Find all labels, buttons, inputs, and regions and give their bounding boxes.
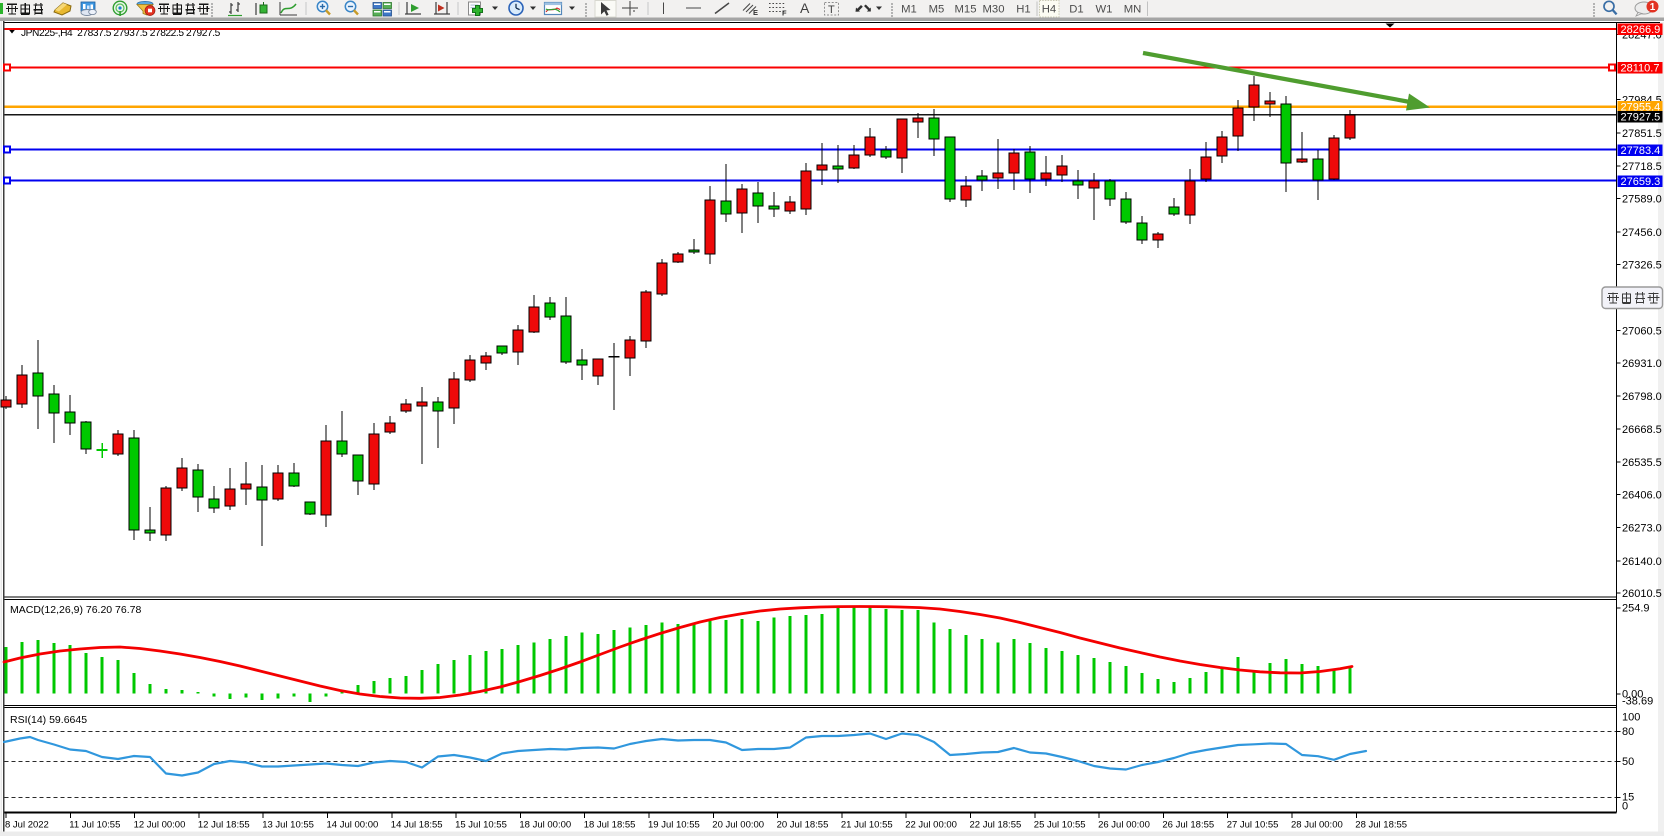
svg-text:19 Jul 10:55: 19 Jul 10:55 [648, 820, 700, 831]
svg-text:50: 50 [1622, 756, 1634, 768]
svg-text:M15: M15 [955, 3, 977, 15]
svg-text:MN: MN [1124, 3, 1142, 15]
svg-text:M5: M5 [929, 3, 945, 15]
svg-text:28 Jul 00:00: 28 Jul 00:00 [1291, 820, 1343, 831]
svg-text:RSI(14) 59.6645: RSI(14) 59.6645 [10, 714, 87, 726]
svg-text:-38.69: -38.69 [1622, 696, 1653, 708]
svg-text:0: 0 [1622, 801, 1628, 813]
svg-text:18 Jul 00:00: 18 Jul 00:00 [519, 820, 571, 831]
svg-text:26010.5: 26010.5 [1622, 588, 1662, 600]
svg-text:27456.0: 27456.0 [1622, 227, 1662, 239]
svg-text:27326.5: 27326.5 [1622, 259, 1662, 271]
svg-text:26535.5: 26535.5 [1622, 457, 1662, 469]
svg-text:22 Jul 18:55: 22 Jul 18:55 [970, 820, 1022, 831]
svg-text:21 Jul 10:55: 21 Jul 10:55 [841, 820, 893, 831]
svg-text:26273.0: 26273.0 [1622, 522, 1662, 534]
svg-text:28 Jul 18:55: 28 Jul 18:55 [1355, 820, 1407, 831]
svg-text:80: 80 [1622, 726, 1634, 738]
svg-text:13 Jul 10:55: 13 Jul 10:55 [262, 820, 314, 831]
svg-text:22 Jul 00:00: 22 Jul 00:00 [905, 820, 957, 831]
svg-text:14 Jul 18:55: 14 Jul 18:55 [391, 820, 443, 831]
svg-text:26406.0: 26406.0 [1622, 489, 1662, 501]
svg-text:100: 100 [1622, 712, 1640, 724]
svg-text:27060.5: 27060.5 [1622, 325, 1662, 337]
svg-text:H4: H4 [1042, 3, 1056, 15]
svg-text:27589.0: 27589.0 [1622, 193, 1662, 205]
svg-text:T: T [828, 4, 835, 16]
svg-text:27783.4: 27783.4 [1621, 145, 1661, 157]
svg-text:27659.3: 27659.3 [1621, 176, 1661, 188]
svg-text:27718.5: 27718.5 [1622, 161, 1662, 173]
svg-text:H1: H1 [1016, 3, 1030, 15]
svg-text:28110.7: 28110.7 [1621, 63, 1660, 75]
svg-text:E: E [753, 8, 758, 17]
svg-text:27851.5: 27851.5 [1622, 128, 1662, 140]
svg-text:20 Jul 00:00: 20 Jul 00:00 [712, 820, 764, 831]
svg-text:W1: W1 [1096, 3, 1113, 15]
svg-text:15: 15 [1622, 792, 1634, 804]
svg-text:11 Jul 10:55: 11 Jul 10:55 [69, 820, 120, 831]
svg-text:0.00: 0.00 [1622, 689, 1643, 701]
svg-text:A: A [800, 0, 810, 16]
svg-text:26931.0: 26931.0 [1622, 358, 1662, 370]
svg-text:JPN225-,H4 27837.5 27937.5 27: JPN225-,H4 27837.5 27937.5 27822.5 27927… [21, 28, 221, 39]
svg-text:M1: M1 [901, 3, 917, 15]
svg-text:20 Jul 18:55: 20 Jul 18:55 [777, 820, 829, 831]
svg-text:26668.5: 26668.5 [1622, 424, 1662, 436]
svg-text:18 Jul 18:55: 18 Jul 18:55 [584, 820, 636, 831]
svg-text:254.9: 254.9 [1622, 603, 1650, 615]
svg-text:26140.0: 26140.0 [1622, 556, 1662, 568]
svg-text:27 Jul 10:55: 27 Jul 10:55 [1227, 820, 1279, 831]
svg-text:1: 1 [1650, 2, 1656, 13]
svg-text:M30: M30 [983, 3, 1005, 15]
svg-text:MACD(12,26,9) 76.20 76.78: MACD(12,26,9) 76.20 76.78 [10, 604, 141, 616]
svg-text:26 Jul 18:55: 26 Jul 18:55 [1162, 820, 1214, 831]
svg-text:25 Jul 10:55: 25 Jul 10:55 [1034, 820, 1086, 831]
svg-text:F: F [782, 9, 787, 18]
svg-text:27927.5: 27927.5 [1621, 112, 1661, 124]
svg-text:26798.0: 26798.0 [1622, 391, 1662, 403]
svg-text:14 Jul 00:00: 14 Jul 00:00 [327, 820, 379, 831]
svg-text:28266.9: 28266.9 [1621, 24, 1661, 36]
svg-text:8 Jul 2022: 8 Jul 2022 [5, 820, 49, 831]
svg-text:12 Jul 18:55: 12 Jul 18:55 [198, 820, 250, 831]
svg-text:D1: D1 [1069, 3, 1083, 15]
svg-text:26 Jul 00:00: 26 Jul 00:00 [1098, 820, 1150, 831]
svg-text:27955.4: 27955.4 [1621, 102, 1661, 114]
svg-text:15 Jul 10:55: 15 Jul 10:55 [455, 820, 507, 831]
svg-text:12 Jul 00:00: 12 Jul 00:00 [134, 820, 186, 831]
